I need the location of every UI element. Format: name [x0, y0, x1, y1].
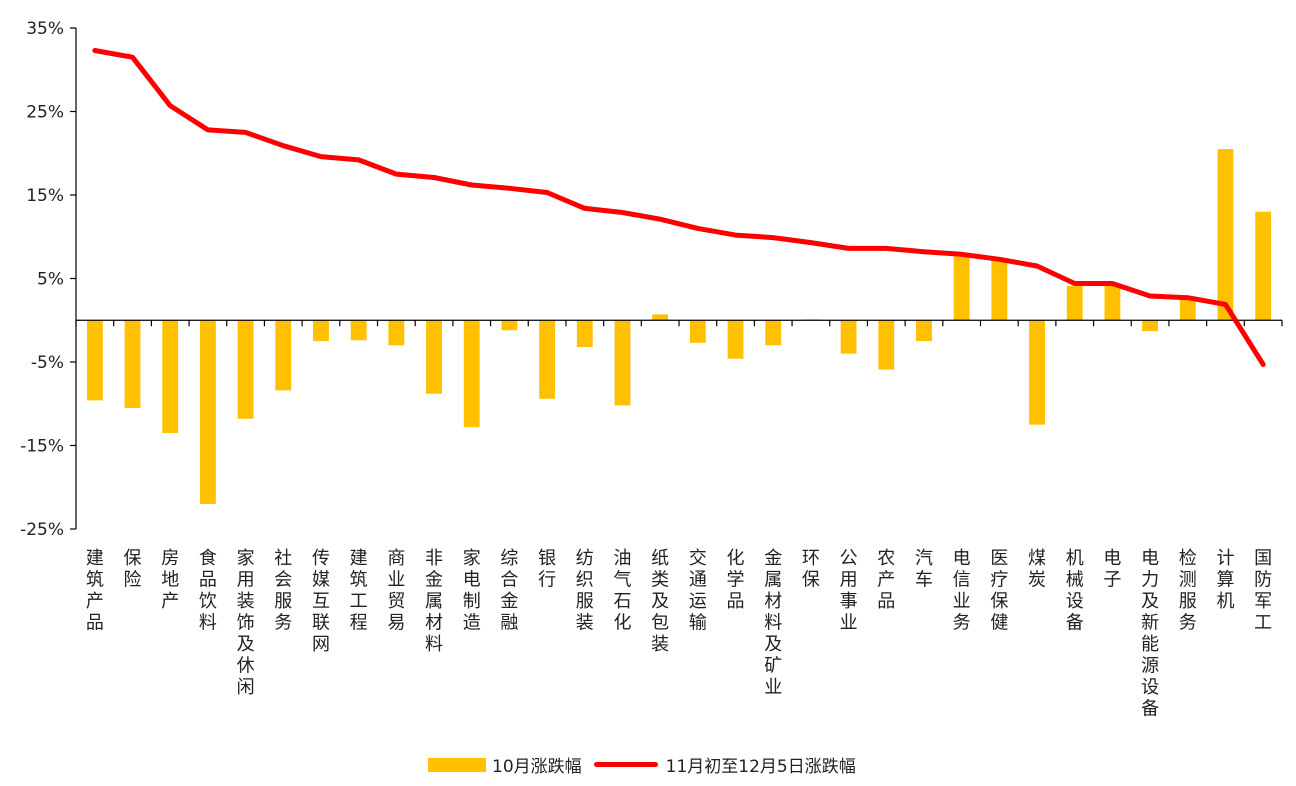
legend-label-bar: 10月涨跌幅	[492, 757, 582, 777]
bar	[388, 320, 405, 346]
category-label: 油气石化	[613, 548, 631, 634]
bar	[237, 320, 254, 419]
bar	[652, 314, 669, 321]
category-label: 纺织服装	[576, 548, 594, 634]
category-label: 食品饮料	[199, 548, 217, 634]
bar	[991, 260, 1008, 321]
category-label: 医疗保健	[990, 548, 1008, 634]
legend-label-line: 11月初至12月5日涨跌幅	[665, 757, 856, 777]
bar	[162, 320, 179, 433]
category-label: 银行	[538, 548, 556, 591]
category-label: 交通运输	[689, 548, 707, 634]
bar	[878, 320, 895, 370]
bar	[426, 320, 442, 394]
category-label: 农产品	[877, 548, 895, 612]
bar	[350, 320, 367, 341]
bar	[765, 320, 782, 346]
bar	[124, 320, 141, 408]
bar	[614, 320, 631, 406]
category-label: 电信业务	[953, 548, 971, 634]
legend: 10月涨跌幅 11月初至12月5日涨跌幅	[0, 748, 1296, 784]
y-tick-label: 5%	[37, 270, 64, 290]
bar	[576, 320, 593, 347]
legend-swatch-bar	[428, 757, 486, 772]
category-label: 社会服务	[274, 548, 292, 634]
bar	[275, 320, 292, 391]
chart: 35% 25% 15% 5% -5% -15% -25% 建筑产品 保险 房地产 食品饮料 家用装饰…	[20, 19, 1283, 720]
category-label: 环保	[802, 548, 820, 591]
bar	[1104, 285, 1121, 321]
y-tick-label: -5%	[31, 353, 64, 373]
bar	[1255, 211, 1272, 321]
category-label: 电子	[1103, 548, 1121, 591]
category-label: 综合金融	[500, 548, 518, 634]
bar	[840, 320, 857, 354]
legend-item-bar: 10月涨跌幅	[428, 752, 582, 777]
category-label: 计算机	[1216, 548, 1234, 612]
category-label: 非金属材料	[425, 548, 443, 655]
bar	[953, 255, 970, 321]
category-label: 家电制造	[463, 548, 481, 634]
category-label: 机械设备	[1066, 548, 1084, 634]
bar	[1142, 320, 1159, 332]
bar	[1066, 286, 1083, 321]
bar	[727, 320, 744, 359]
category-label: 家用装饰及休闲	[237, 548, 255, 698]
bar	[501, 320, 518, 331]
y-tick-label: -25%	[20, 520, 64, 540]
category-label: 化学品	[727, 548, 745, 612]
bar	[313, 320, 329, 342]
category-label: 传媒互联网	[312, 548, 330, 655]
category-label: 煤炭	[1028, 548, 1046, 591]
category-label: 金属材料及矿业	[764, 548, 782, 698]
category-label: 公用事业	[840, 548, 858, 634]
category-label: 纸类及包装	[651, 548, 669, 655]
bar-series	[86, 149, 1272, 504]
bar	[1217, 149, 1234, 321]
category-label: 汽车	[915, 548, 933, 591]
y-axis: 35% 25% 15% 5% -5% -15% -25%	[20, 19, 77, 540]
category-label: 建筑产品	[86, 548, 104, 634]
bar	[539, 320, 556, 399]
x-axis	[75, 319, 1283, 327]
bar	[86, 320, 103, 401]
bar	[916, 320, 932, 342]
y-tick-label: 15%	[26, 186, 64, 206]
line-series	[92, 48, 1266, 367]
bar	[1029, 320, 1045, 425]
series-line	[92, 48, 1266, 367]
bar	[199, 320, 216, 504]
category-label: 商业贸易	[387, 548, 405, 634]
y-tick-label: 25%	[26, 103, 64, 123]
bar	[463, 320, 480, 428]
category-label: 房地产	[161, 548, 179, 612]
bar	[1179, 299, 1196, 321]
category-label: 电力及新能源设备	[1141, 548, 1159, 720]
y-tick-label: -15%	[20, 437, 64, 457]
y-tick-label: 35%	[26, 19, 64, 39]
bar	[689, 320, 706, 343]
category-label: 检测服务	[1179, 548, 1197, 634]
category-label: 保险	[124, 548, 142, 591]
category-labels: 建筑产品 保险 房地产 食品饮料 家用装饰及休闲 社会服务 传媒互联网 建筑工程 商业贸易 非金属…	[86, 548, 1272, 720]
category-label: 国防军工	[1254, 548, 1272, 634]
legend-swatch-line	[593, 762, 658, 767]
category-label: 建筑工程	[350, 548, 368, 634]
legend-item-line: 11月初至12月5日涨跌幅	[582, 752, 856, 777]
